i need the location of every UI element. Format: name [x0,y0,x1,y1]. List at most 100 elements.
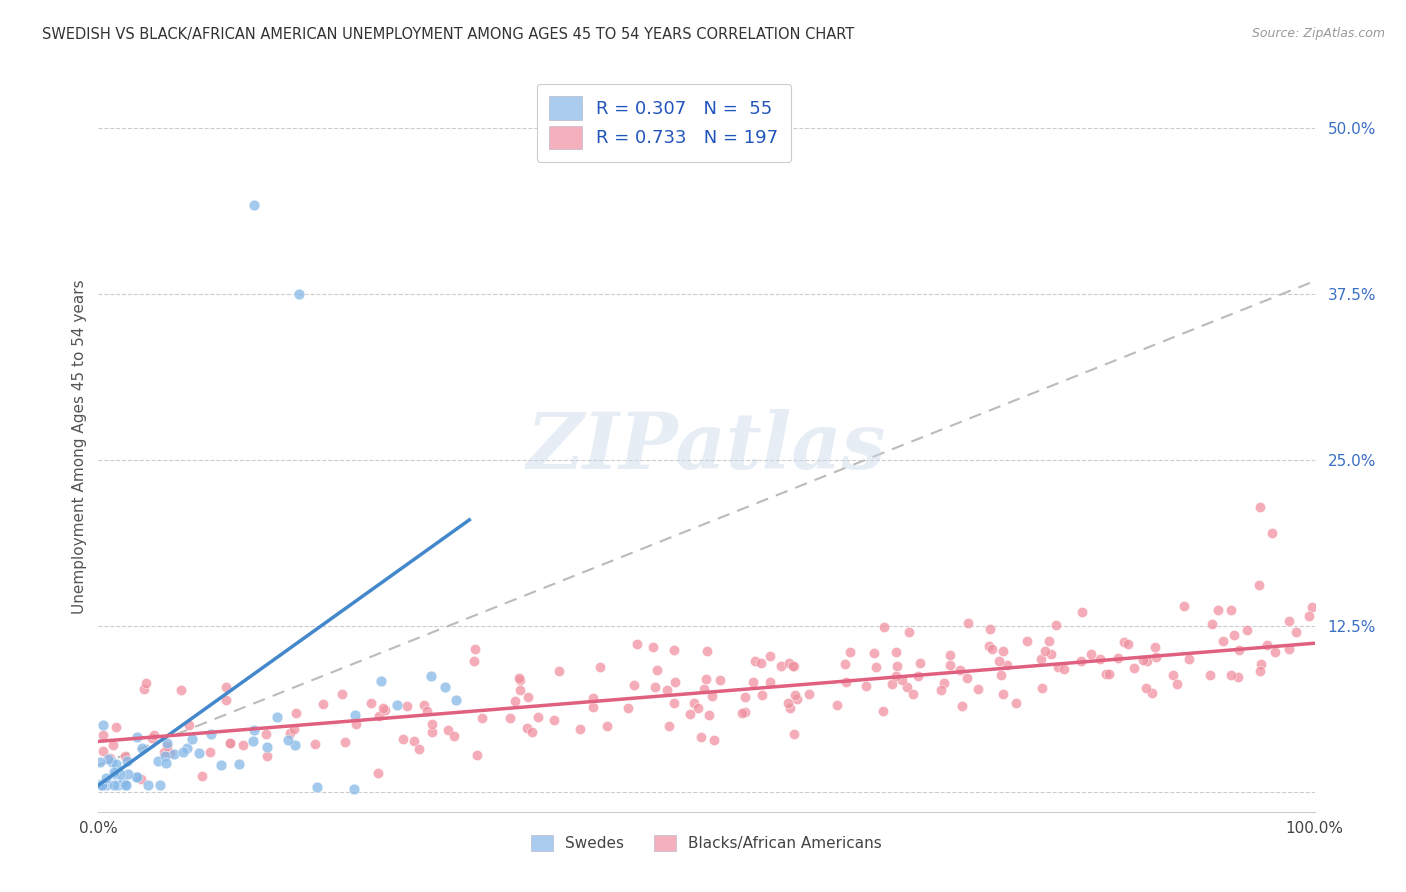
Point [420,669,443,683]
Point [1249,500,1271,514]
Point [1212,634,1234,648]
Point [1017,634,1039,648]
Point [1227,643,1250,657]
Point [395,698,418,713]
Point [343,782,366,797]
Point [367,766,389,780]
Point [993,644,1015,658]
Point [1135,681,1157,696]
Point [749,656,772,670]
Point [956,671,979,685]
Point [125,770,148,784]
Point [464,642,486,657]
Point [1144,640,1167,654]
Point [232,738,254,752]
Point [543,713,565,727]
Point [181,732,204,747]
Point [527,710,550,724]
Point [146,754,169,768]
Point [734,705,756,719]
Point [1298,608,1320,623]
Point [786,692,808,706]
Point [779,701,801,715]
Point [278,726,301,740]
Point [1226,670,1249,684]
Point [979,622,1001,636]
Point [967,681,990,696]
Point [520,724,543,739]
Point [413,698,436,713]
Point [981,642,1004,657]
Point [156,739,179,753]
Point [678,706,700,721]
Point [103,765,125,780]
Point [187,747,209,761]
Point [304,737,326,751]
Point [783,727,806,741]
Point [1112,635,1135,649]
Point [702,689,724,703]
Point [825,698,848,712]
Point [907,669,929,683]
Point [770,658,793,673]
Point [420,725,443,739]
Point [1140,686,1163,700]
Point [1038,633,1060,648]
Point [1278,642,1301,657]
Point [645,663,668,677]
Point [703,733,725,747]
Point [465,747,488,762]
Point [243,723,266,737]
Point [387,698,409,712]
Point [896,680,918,694]
Point [742,675,765,690]
Point [1039,647,1062,661]
Point [228,756,250,771]
Point [664,675,686,690]
Point [1264,644,1286,658]
Point [991,687,1014,701]
Point [344,717,367,731]
Point [112,774,135,789]
Point [1178,651,1201,665]
Point [863,646,886,660]
Point [699,707,721,722]
Point [172,745,194,759]
Point [159,746,181,760]
Point [690,730,713,744]
Point [114,778,136,792]
Point [617,700,640,714]
Point [218,736,240,750]
Point [277,732,299,747]
Point [891,673,914,688]
Point [1278,614,1301,628]
Point [89,755,111,769]
Point [498,711,520,725]
Point [368,708,391,723]
Point [104,767,127,781]
Point [882,676,904,690]
Point [402,734,425,748]
Point [731,706,754,721]
Point [1035,643,1057,657]
Point [371,701,394,715]
Point [508,671,530,685]
Text: Source: ZipAtlas.com: Source: ZipAtlas.com [1251,27,1385,40]
Point [131,741,153,756]
Point [114,748,136,763]
Point [1088,651,1111,665]
Point [103,778,125,792]
Point [1256,638,1278,652]
Point [751,688,773,702]
Point [1132,653,1154,667]
Point [93,744,115,758]
Point [94,778,117,792]
Point [101,739,124,753]
Point [256,748,278,763]
Point [693,681,716,696]
Point [153,745,176,759]
Point [548,665,571,679]
Point [696,644,718,658]
Point [509,683,531,698]
Point [596,719,619,733]
